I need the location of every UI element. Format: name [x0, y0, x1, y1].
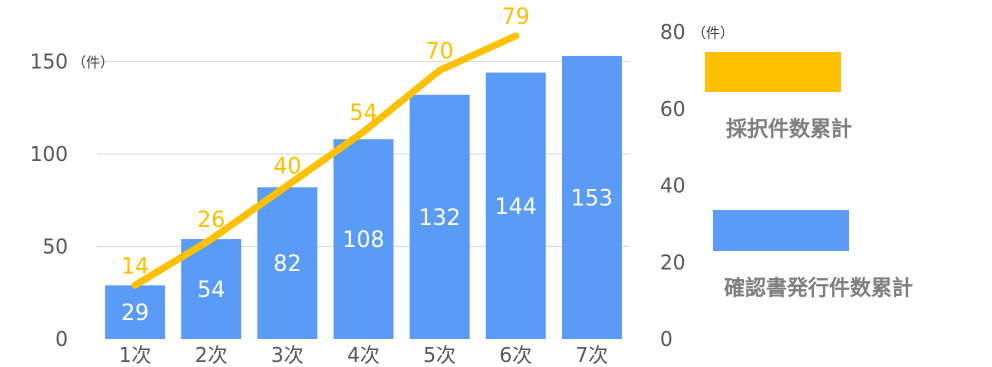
legend-label-bar: 確認書発行件数累計: [724, 276, 913, 300]
line-value-label: 40: [273, 155, 301, 180]
category-label: 2次: [195, 343, 228, 367]
left-tick-label: 50: [43, 235, 68, 259]
bar: [257, 187, 318, 339]
bar-value-label: 108: [343, 228, 385, 253]
legend-swatch-bar: [713, 210, 849, 251]
bar-value-label: 132: [419, 206, 461, 231]
category-label: 6次: [499, 343, 532, 367]
bar-series: 29 54 82 108 132 144 153: [105, 55, 622, 339]
line-value-label: 26: [197, 208, 225, 233]
line-series: 14 26 40 54 70 79: [121, 5, 530, 289]
bar: [485, 72, 546, 339]
left-axis: 0 50 100 150 （件）: [30, 50, 114, 352]
bar-value-label: 153: [571, 186, 613, 211]
bar-value-label: 54: [197, 278, 225, 303]
line-value-label: 54: [350, 101, 378, 126]
category-label: 3次: [271, 343, 304, 367]
left-tick-label: 100: [30, 142, 68, 166]
category-label: 4次: [347, 343, 380, 367]
category-label: 7次: [576, 343, 609, 367]
right-tick-label: 80: [660, 20, 685, 44]
bar: [561, 55, 622, 339]
right-tick-label: 40: [660, 174, 685, 198]
right-axis: 0 20 40 60 80 （件）: [660, 20, 734, 351]
right-axis-unit: （件）: [692, 26, 734, 42]
bar-value-label: 144: [495, 195, 537, 220]
bar: [105, 285, 166, 339]
right-tick-label: 0: [660, 327, 673, 351]
bar-value-label: 82: [273, 252, 301, 277]
legend-label-line: 採択件数累計: [726, 117, 852, 141]
right-tick-label: 20: [660, 250, 685, 274]
bar: [181, 239, 242, 339]
right-tick-label: 60: [660, 97, 685, 121]
line-value-label: 79: [502, 5, 530, 30]
bar: [333, 139, 394, 339]
category-label: 1次: [119, 343, 152, 367]
x-axis: 1次 2次 3次 4次 5次 6次 7次: [119, 343, 609, 367]
bar-value-label: 29: [121, 301, 149, 326]
category-label: 5次: [423, 343, 456, 367]
legend-swatch-line: [705, 52, 841, 92]
bar: [409, 94, 470, 339]
left-axis-unit: （件）: [72, 56, 114, 72]
line-value-label: 70: [426, 39, 454, 64]
line-value-label: 14: [121, 254, 149, 279]
line-path: [131, 32, 520, 289]
left-tick-label: 0: [55, 327, 68, 351]
left-tick-label: 150: [30, 50, 68, 74]
